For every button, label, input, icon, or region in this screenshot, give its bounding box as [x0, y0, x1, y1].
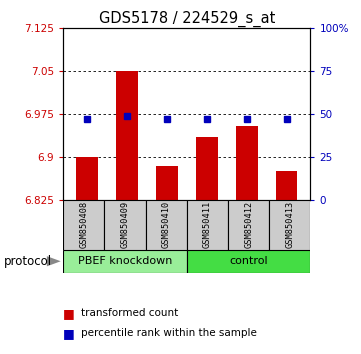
Text: ■: ■: [63, 307, 75, 320]
Bar: [116, 71, 138, 200]
Text: percentile rank within the sample: percentile rank within the sample: [81, 329, 257, 338]
Text: transformed count: transformed count: [81, 308, 178, 318]
Bar: [275, 171, 297, 200]
Text: GSM850410: GSM850410: [162, 201, 171, 249]
Text: ■: ■: [63, 327, 75, 340]
Bar: [187, 250, 310, 273]
Bar: [76, 157, 98, 200]
Text: GSM850411: GSM850411: [203, 201, 212, 249]
Bar: [236, 126, 258, 200]
Bar: [187, 200, 228, 250]
Text: GSM850409: GSM850409: [121, 201, 130, 249]
Text: PBEF knockdown: PBEF knockdown: [78, 256, 172, 267]
Bar: [269, 200, 310, 250]
Bar: [228, 200, 269, 250]
Bar: [196, 137, 218, 200]
Text: control: control: [229, 256, 268, 267]
Text: GSM850413: GSM850413: [285, 201, 294, 249]
Bar: [145, 200, 187, 250]
Bar: [63, 200, 104, 250]
Bar: [104, 200, 145, 250]
Bar: [156, 166, 178, 200]
Bar: [63, 250, 187, 273]
Text: protocol: protocol: [4, 255, 52, 268]
Title: GDS5178 / 224529_s_at: GDS5178 / 224529_s_at: [99, 11, 275, 27]
Text: GSM850412: GSM850412: [244, 201, 253, 249]
Polygon shape: [47, 256, 61, 266]
Text: GSM850408: GSM850408: [79, 201, 88, 249]
